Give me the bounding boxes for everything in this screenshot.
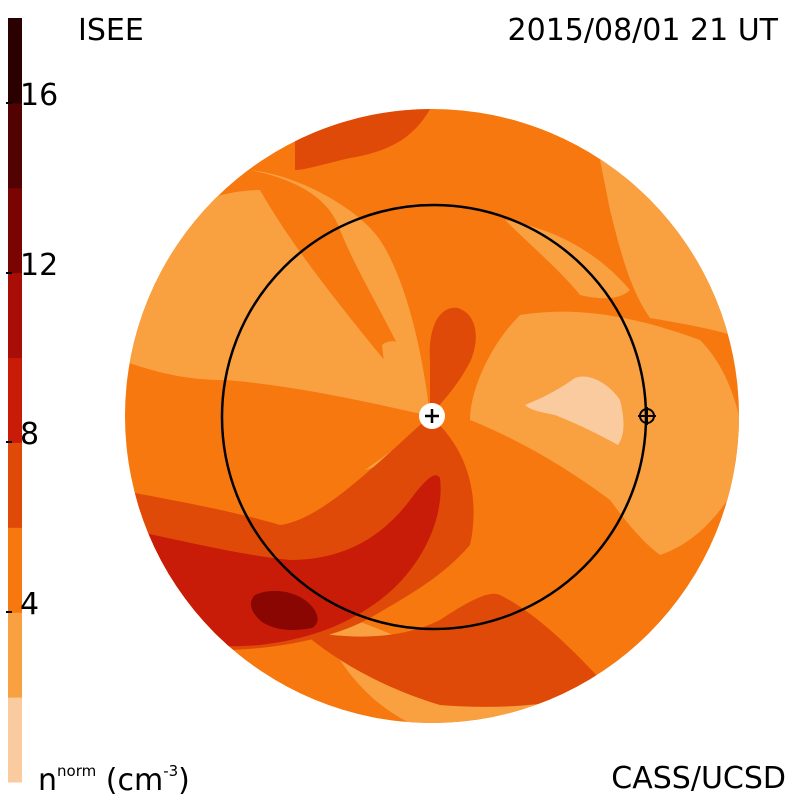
color-scale-band-2 (8, 527, 22, 613)
contour-mid-north (295, 109, 435, 170)
sun-plus-icon (419, 403, 445, 429)
unit-base: n (38, 763, 58, 798)
credit-label: CASS/UCSD (611, 761, 786, 796)
contour-deep-sw (250, 590, 318, 630)
color-scale-tick-label-1: 12 (20, 247, 59, 283)
color-scale-tick-mark-2 (6, 441, 12, 444)
color-scale-band-1 (8, 612, 22, 698)
contour-dark-sw (130, 475, 441, 647)
contour-mid-center-n (429, 307, 476, 416)
contour-pale-east (525, 376, 624, 445)
unit-open: (cm (96, 763, 164, 798)
contour-light-north (250, 170, 430, 416)
color-scale-band-8 (8, 18, 22, 104)
title-left: ISEE (78, 13, 144, 48)
color-scale-band-7 (8, 102, 22, 189)
unit-label: nnorm (cm-3) (38, 764, 190, 796)
contour-mid-south (300, 593, 610, 707)
color-scale-band-6 (8, 187, 22, 274)
color-scale-band-3 (8, 442, 22, 528)
color-scale-band-4 (8, 357, 22, 443)
color-scale-tick-mark-1 (6, 271, 12, 274)
color-scale-tick-label-3: 4 (20, 587, 40, 623)
unit-close: ) (178, 763, 190, 798)
contour-light-nw-spur (382, 341, 430, 416)
color-scale-bar (8, 18, 22, 783)
color-scale-band-5 (8, 272, 22, 359)
color-scale-tick-label-2: 8 (20, 417, 40, 453)
earth-circle-cross-icon (638, 407, 656, 425)
contour-light-ne (600, 160, 739, 340)
title-timestamp: 2015/08/01 21 UT (507, 13, 778, 48)
unit-exponent: -3 (163, 762, 179, 780)
color-scale-band-0 (8, 697, 22, 783)
contour-light-west (125, 190, 430, 416)
color-scale-tick-mark-3 (6, 611, 12, 614)
color-scale-tick-label-0: 16 (20, 77, 59, 113)
contour-light-filament (505, 220, 630, 299)
unit-superscript: norm (57, 762, 97, 780)
color-scale-tick-mark-0 (6, 101, 12, 104)
